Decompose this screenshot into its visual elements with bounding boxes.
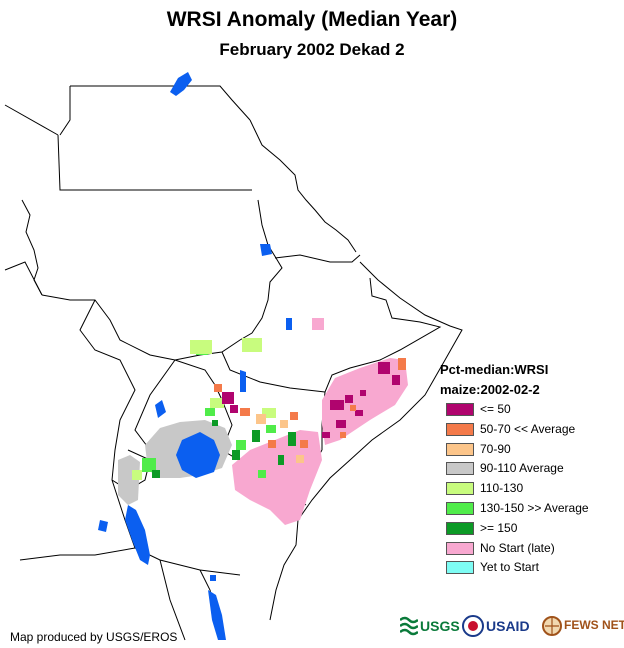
legend-swatch (446, 403, 474, 416)
legend-item: No Start (late) (440, 539, 555, 559)
usgs-logo-text: USGS (420, 618, 460, 634)
legend-label: 70-90 (480, 441, 511, 456)
legend-item: 90-110 Average (440, 459, 564, 479)
lake-tana (260, 244, 272, 256)
border-egypt-sudan (57, 134, 252, 191)
legend-label: Yet to Start (480, 560, 539, 575)
border-car-sudan (41, 294, 176, 361)
legend-label: >= 150 (480, 520, 518, 535)
usaid-seal-icon (462, 615, 484, 637)
border-egypt-north (70, 85, 251, 121)
legend-swatch (446, 521, 474, 535)
legend-label: <= 50 (480, 402, 511, 416)
region-ge150 (152, 420, 296, 478)
legend-item: 130-150 >> Average (440, 499, 589, 519)
border-zambia (19, 547, 136, 561)
lake-albert (155, 400, 166, 418)
lake-malawi (208, 590, 226, 640)
usgs-mark-icon (400, 616, 418, 636)
legend-swatch (446, 442, 474, 456)
legend-label: 90-110 Average (480, 461, 564, 476)
map-subtitle: February 2002 Dekad 2 (219, 40, 405, 59)
agency-logos: USGS USAID FEWS NET (400, 612, 624, 640)
region-50-70-kenya (214, 384, 308, 448)
legend-item: >= 150 (440, 519, 548, 539)
lake-nasser (170, 72, 192, 96)
wrsi-regions (118, 318, 408, 525)
border-drc-east (79, 299, 136, 481)
lake-victoria (176, 432, 220, 478)
legend: Pct-median:WRSI maize:2002-02-2 <= 50 50… (440, 360, 589, 578)
border-mozambique (159, 559, 186, 641)
legend-swatch (446, 422, 474, 436)
usaid-logo-text: USAID (486, 618, 530, 634)
lake-tanzania (210, 575, 216, 581)
coast-gulf-aden (297, 261, 463, 521)
border-sudan-ethiopia (174, 199, 283, 361)
legend-item: 110-130 (440, 479, 548, 499)
region-le50-somalia (322, 362, 400, 438)
legend-swatch (446, 462, 474, 476)
legend-item: 70-90 (440, 440, 548, 460)
legend-swatch (446, 541, 474, 555)
lake-turkana (240, 370, 246, 392)
legend-item: Yet to Start (440, 558, 548, 578)
lake-tanganyika (125, 505, 150, 565)
legend-heading-2: maize:2002-02-2 (440, 382, 540, 397)
border-west (4, 261, 43, 296)
legend-heading-1: Pct-median:WRSI (440, 362, 549, 377)
water-bodies (98, 72, 292, 640)
legend-item: <= 50 (440, 400, 548, 420)
region-average-west (118, 455, 140, 505)
map-credit: Map produced by USGS/EROS (10, 630, 178, 644)
usaid-logo: USAID (462, 612, 540, 640)
coast-red-sea (249, 119, 357, 253)
legend-item: 50-70 << Average (440, 420, 575, 440)
fewsnet-globe-icon (542, 616, 562, 636)
border-chad-sudan (21, 199, 43, 296)
region-le50-kenya (222, 392, 238, 413)
border-eritrea (274, 254, 361, 263)
region-70-90 (256, 414, 304, 463)
lake-ethiopia (286, 318, 292, 330)
coast-east-africa (269, 519, 299, 621)
border-ethiopia-kenya (221, 351, 326, 393)
legend-label: No Start (late) (480, 540, 555, 555)
lake-mweru (98, 520, 108, 532)
legend-label: 110-130 (480, 481, 524, 496)
legend-swatch (446, 482, 474, 496)
fewsnet-logo-text: FEWS NET (564, 618, 624, 632)
region-no-start-kenya (232, 430, 322, 525)
legend-items: <= 50 50-70 << Average 70-90 90-110 Aver… (440, 400, 589, 578)
map-title: WRSI Anomaly (Median Year) (166, 8, 458, 31)
fewsnet-logo: FEWS NET (542, 612, 624, 640)
legend-label: 130-150 >> Average (480, 500, 589, 515)
region-110-130 (132, 338, 276, 480)
region-50-70-somalia (340, 358, 406, 438)
region-no-start-ethiopia-spot (312, 318, 324, 330)
legend-swatch (446, 501, 474, 515)
border-nw-diagonal (4, 104, 59, 136)
legend-label: 50-70 << Average (480, 421, 576, 436)
border-libya-egypt (59, 86, 71, 136)
legend-swatch (446, 561, 474, 575)
usgs-logo: USGS (400, 612, 460, 640)
